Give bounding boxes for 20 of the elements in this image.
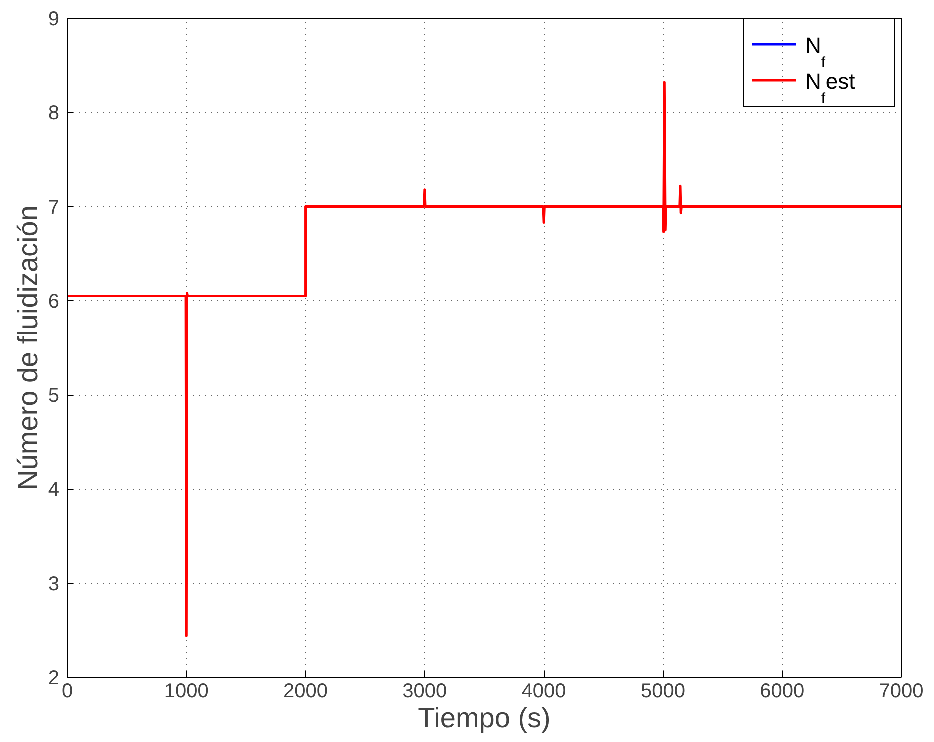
x-tick-label: 0 (62, 680, 74, 702)
legend-label: Nfest (806, 69, 856, 108)
x-tick-label: 5000 (640, 680, 686, 702)
x-tick-label: 2000 (284, 680, 328, 702)
y-tick-label: 8 (48, 102, 60, 125)
y-tick-label: 5 (48, 385, 60, 408)
x-tick-label: 7000 (879, 680, 924, 702)
legend-label: Nf (806, 33, 826, 72)
y-tick-label: 2 (48, 668, 60, 690)
y-axis-title: Número de fluidización (12, 206, 44, 490)
x-tick-label: 4000 (522, 680, 566, 702)
y-tick-label: 7 (48, 196, 60, 219)
x-tick-label: 3000 (402, 680, 448, 702)
x-axis-title: Tiempo (s) (418, 702, 551, 734)
y-tick-label: 6 (48, 290, 60, 313)
y-tick-label: 4 (48, 479, 60, 502)
y-tick-label: 9 (48, 8, 60, 30)
x-tick-label: 6000 (760, 680, 805, 702)
x-tick-label: 1000 (164, 680, 209, 702)
y-tick-label: 3 (48, 573, 60, 596)
